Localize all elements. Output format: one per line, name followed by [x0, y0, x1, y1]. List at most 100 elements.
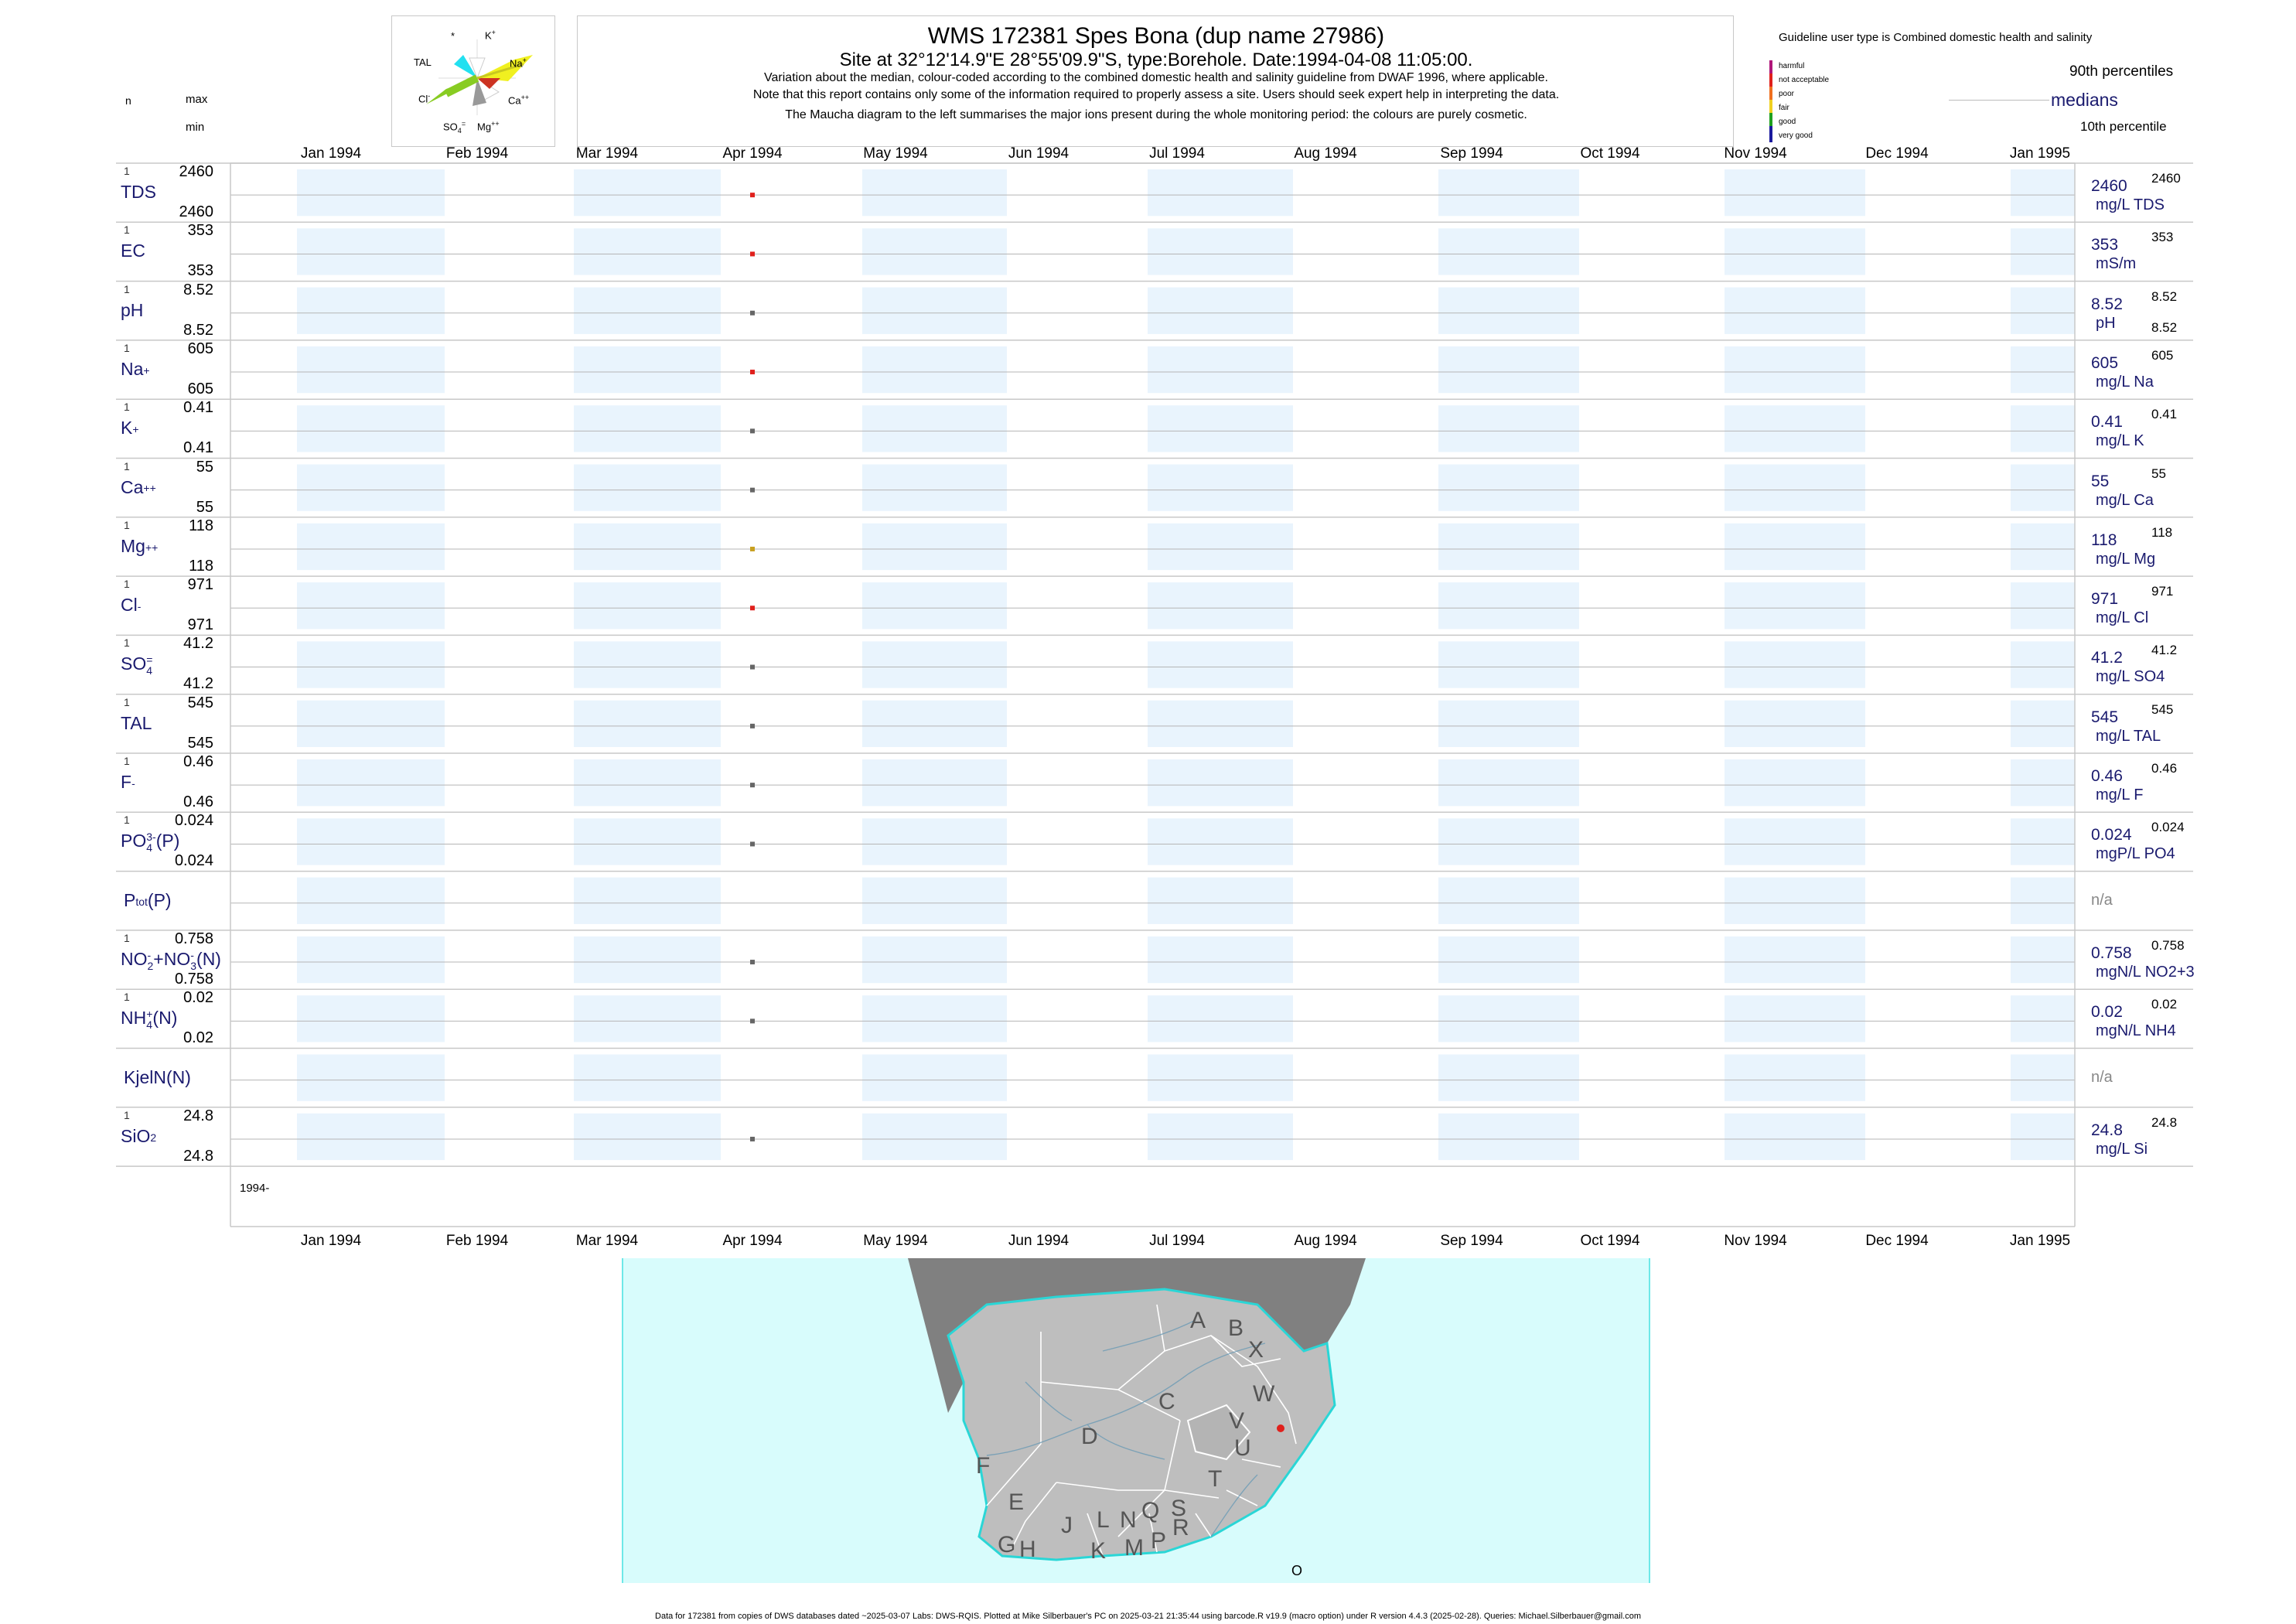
row-median-value: 971 — [2091, 590, 2119, 609]
param-sub: 2 — [147, 959, 154, 972]
row-min: 0.758 — [174, 970, 213, 988]
row-n: 1 — [124, 755, 130, 767]
month-band — [2011, 405, 2075, 452]
month-band — [574, 464, 721, 511]
month-label-bottom: Jan 1995 — [2009, 1233, 2071, 1250]
month-band — [297, 641, 445, 688]
data-point-ca — [750, 487, 755, 493]
maucha-label-k: K+ — [485, 29, 496, 42]
row-max: 545 — [187, 694, 213, 711]
month-band — [2011, 169, 2075, 217]
maucha-so4-segment — [473, 78, 486, 106]
map-marker-o: O — [1291, 1563, 1302, 1578]
param-name: SiO — [121, 1125, 151, 1146]
data-point-f — [750, 783, 755, 788]
month-band — [1438, 936, 1579, 984]
row-unit: mg/L TAL — [2096, 727, 2161, 745]
row-min: 118 — [189, 557, 213, 575]
region-label: Q — [1141, 1498, 1159, 1523]
month-label-top: Aug 1994 — [1294, 145, 1357, 162]
legend-good: good — [1779, 118, 1796, 126]
month-band — [862, 169, 1007, 217]
month-band — [862, 464, 1007, 511]
param-sup: - — [147, 948, 152, 961]
month-band — [1148, 228, 1293, 275]
month-label-top: May 1994 — [863, 145, 928, 162]
row-n: 1 — [124, 1108, 130, 1121]
month-label-bottom: Mar 1994 — [575, 1233, 639, 1250]
region-label: W — [1253, 1381, 1275, 1407]
row-max: 0.46 — [183, 753, 213, 770]
region-label: F — [976, 1453, 990, 1479]
month-label-top: Nov 1994 — [1724, 145, 1787, 162]
month-band — [1438, 641, 1579, 688]
month-band — [1438, 818, 1579, 865]
month-band — [297, 228, 445, 275]
legend-median-line — [1949, 100, 2049, 101]
month-band — [1725, 228, 1865, 275]
month-band — [862, 346, 1007, 394]
month-band — [2011, 582, 2075, 629]
maucha-label-na: Na+ — [510, 56, 527, 70]
param-name: P — [124, 889, 136, 910]
data-point-po — [750, 841, 755, 847]
row-label: K + — [121, 418, 139, 438]
maucha-svg — [426, 39, 533, 115]
row-max: 353 — [187, 222, 213, 240]
month-band — [297, 287, 445, 334]
month-band — [862, 228, 1007, 275]
month-band — [1438, 995, 1579, 1042]
maucha-label-star: * — [451, 30, 455, 42]
month-band — [1725, 346, 1865, 394]
maucha-tal-segment — [454, 55, 477, 78]
month-band — [1725, 582, 1865, 629]
row-label: TAL — [121, 713, 152, 734]
month-band — [297, 936, 445, 984]
month-label-bottom: Sep 1994 — [1440, 1233, 1503, 1250]
param-name: TDS — [121, 182, 156, 202]
region-label: R — [1172, 1515, 1189, 1540]
month-band — [1438, 1113, 1579, 1161]
month-band — [574, 877, 721, 924]
month-band — [1438, 523, 1579, 571]
region-label: X — [1248, 1337, 1264, 1363]
data-point-na — [750, 370, 755, 375]
row-label: NO -2 +NO -3 (N) — [121, 949, 221, 971]
month-band — [1438, 1054, 1579, 1101]
param-name: Na — [121, 358, 144, 379]
data-point-no — [750, 960, 755, 965]
note-line-1: Variation about the median, colour-coded… — [764, 71, 1548, 84]
row-value-na: n/a — [2091, 891, 2113, 909]
month-band — [2011, 346, 2075, 394]
row-n: 1 — [124, 341, 130, 354]
region-label: T — [1208, 1466, 1222, 1492]
param-name: pH — [121, 299, 144, 320]
month-label-top: Jan 1994 — [300, 145, 362, 162]
param-name: PO — [121, 831, 147, 851]
location-map: A B X W C V D U T F E J L N Q S R G H K … — [622, 1258, 1650, 1583]
row-n: 1 — [124, 578, 130, 591]
maucha-label-tal: TAL — [414, 56, 432, 68]
month-band — [2011, 1113, 2075, 1161]
param-sub: 4 — [146, 841, 153, 855]
row-median-value: 545 — [2091, 708, 2119, 726]
row-min: 0.41 — [183, 439, 213, 457]
param-suffix2: (N) — [196, 948, 221, 969]
month-band — [1438, 464, 1579, 511]
month-band — [1438, 877, 1579, 924]
month-band — [1725, 169, 1865, 217]
region-label: G — [998, 1532, 1015, 1557]
row-min: 971 — [187, 616, 213, 634]
row-unit: mg/L Ca — [2096, 491, 2154, 509]
month-band — [1438, 700, 1579, 747]
note-line-2: Note that this report contains only some… — [752, 88, 1560, 101]
month-band — [1725, 759, 1865, 807]
month-label-bottom: Jun 1994 — [1008, 1233, 1070, 1250]
row-p90: 0.758 — [2151, 937, 2185, 953]
month-band — [1725, 995, 1865, 1042]
map-svg: A B X W C V D U T F E J L N Q S R G H K … — [908, 1258, 1366, 1578]
row-p90: 971 — [2151, 584, 2174, 599]
month-label-top: Jan 1995 — [2009, 145, 2071, 162]
month-band — [297, 346, 445, 394]
month-band — [862, 641, 1007, 688]
